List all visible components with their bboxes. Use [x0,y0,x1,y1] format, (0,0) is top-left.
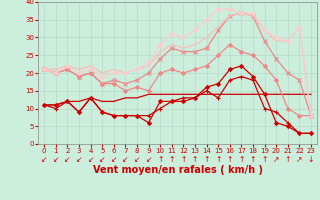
Text: ↙: ↙ [134,155,140,164]
X-axis label: Vent moyen/en rafales ( km/h ): Vent moyen/en rafales ( km/h ) [92,165,263,175]
Text: ↑: ↑ [261,155,268,164]
Text: ↓: ↓ [308,155,314,164]
Text: ↙: ↙ [87,155,94,164]
Text: ↗: ↗ [296,155,303,164]
Text: ↙: ↙ [52,155,59,164]
Text: ↑: ↑ [192,155,198,164]
Text: ↙: ↙ [41,155,47,164]
Text: ↑: ↑ [215,155,221,164]
Text: ↑: ↑ [227,155,233,164]
Text: ↑: ↑ [169,155,175,164]
Text: ↙: ↙ [122,155,129,164]
Text: ↑: ↑ [238,155,244,164]
Text: ↙: ↙ [111,155,117,164]
Text: ↗: ↗ [273,155,279,164]
Text: ↙: ↙ [145,155,152,164]
Text: ↙: ↙ [76,155,82,164]
Text: ↑: ↑ [180,155,187,164]
Text: ↙: ↙ [64,155,71,164]
Text: ↑: ↑ [250,155,256,164]
Text: ↙: ↙ [99,155,105,164]
Text: ↑: ↑ [204,155,210,164]
Text: ↑: ↑ [157,155,164,164]
Text: ↑: ↑ [284,155,291,164]
